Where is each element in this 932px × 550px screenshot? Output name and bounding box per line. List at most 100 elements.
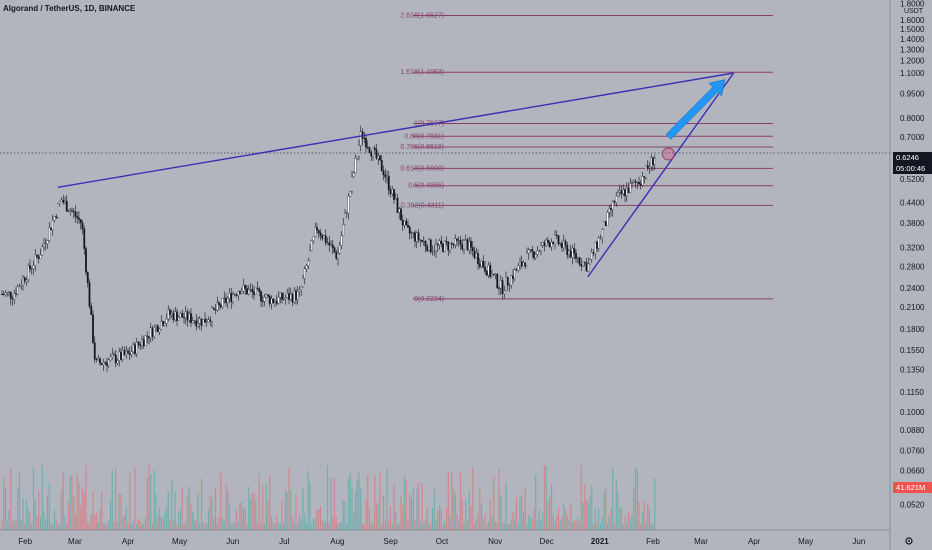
volume-bar [283, 521, 285, 530]
volume-bar [258, 473, 260, 530]
volume-bar [158, 506, 161, 530]
candle-body [53, 216, 56, 221]
volume-bar [407, 520, 409, 530]
candle-body [450, 242, 453, 245]
volume-bar [577, 516, 579, 530]
volume-bar [620, 507, 623, 530]
volume-bar [181, 486, 183, 530]
price-unit-label: USDT [904, 8, 924, 15]
volume-bar [524, 486, 526, 530]
volume-bar [559, 520, 561, 530]
volume-bar [276, 514, 278, 530]
candle-body [298, 289, 301, 292]
candle-body [566, 244, 569, 256]
volume-bar [102, 523, 105, 530]
volume-bar [95, 513, 98, 530]
volume-bar [183, 523, 185, 530]
price-tick-label: 0.1800 [900, 325, 925, 334]
volume-bar [550, 484, 553, 530]
volume-bar [573, 519, 575, 530]
volume-bar [456, 513, 458, 530]
volume-bar [414, 519, 416, 530]
candle-body [60, 199, 63, 202]
candle-body [351, 176, 353, 192]
volume-bar [207, 509, 210, 530]
volume-bar [641, 511, 644, 530]
volume-bar [269, 475, 271, 530]
candle-body [403, 220, 406, 226]
candle-body [484, 266, 486, 272]
candle-body [375, 149, 378, 159]
candle-body [37, 256, 40, 259]
volume-bar [533, 508, 535, 530]
candle-body [653, 158, 656, 166]
candle-body [142, 339, 145, 346]
volume-bar [438, 505, 441, 530]
candle-body [228, 293, 231, 299]
volume-bar [587, 501, 589, 530]
candle-body [195, 320, 198, 327]
candle-body [489, 265, 492, 277]
candle-body [503, 290, 506, 294]
volume-bar [594, 506, 596, 530]
volume-bar [43, 510, 45, 530]
candle-body [627, 187, 630, 194]
candle-body [162, 321, 164, 326]
candle-body [373, 147, 376, 150]
volume-bar [584, 484, 586, 530]
gear-icon[interactable] [904, 536, 914, 546]
volume-bar [248, 486, 250, 530]
candle-body [391, 188, 394, 194]
price-tick-label: 0.0880 [900, 426, 925, 435]
candle-body [470, 240, 472, 248]
candle-body [505, 277, 507, 292]
volume-bar [365, 499, 367, 530]
volume-bar [424, 519, 427, 530]
candle-body [478, 263, 481, 267]
volume-bar [342, 500, 344, 530]
volume-bar [227, 490, 229, 530]
volume-bar [416, 489, 418, 530]
volume-bar [482, 519, 484, 530]
candle-body [629, 183, 632, 194]
price-tick-label: 0.4400 [900, 198, 925, 207]
volume-bar [578, 520, 581, 530]
candle-body [631, 182, 633, 184]
volume-bar [529, 518, 532, 530]
candle-body [120, 351, 122, 360]
candle-body [279, 292, 282, 298]
volume-bar [157, 517, 159, 530]
volume-bar [214, 488, 217, 530]
candle-body [288, 293, 290, 300]
candle-body [323, 235, 325, 239]
volume-bar [377, 503, 379, 530]
candle-body [454, 238, 457, 246]
candle-body [270, 298, 273, 305]
candle-body [494, 273, 497, 276]
candle-body [463, 240, 465, 250]
volume-bar [568, 519, 570, 530]
candle-body [617, 192, 619, 197]
price-tick-label: 0.1350 [900, 365, 925, 374]
price-tick-label: 1.1000 [900, 69, 925, 78]
volume-bar [106, 523, 108, 530]
candle-body [76, 216, 79, 219]
candle-body [422, 240, 425, 242]
volume-bar [363, 523, 365, 530]
volume-bar [15, 520, 17, 530]
candle-body [99, 358, 101, 364]
volume-bar [367, 474, 369, 530]
volume-bar [554, 521, 556, 530]
candle-body [561, 243, 563, 248]
volume-bar [272, 522, 274, 530]
volume-bar [267, 500, 269, 530]
volume-bar [193, 520, 196, 530]
candle-body [611, 201, 614, 210]
candle-body [573, 248, 576, 254]
candle-body [384, 174, 387, 178]
candle-body [358, 145, 360, 157]
candle-body [225, 297, 227, 303]
volume-bar [99, 508, 101, 530]
volume-bar [176, 523, 178, 530]
